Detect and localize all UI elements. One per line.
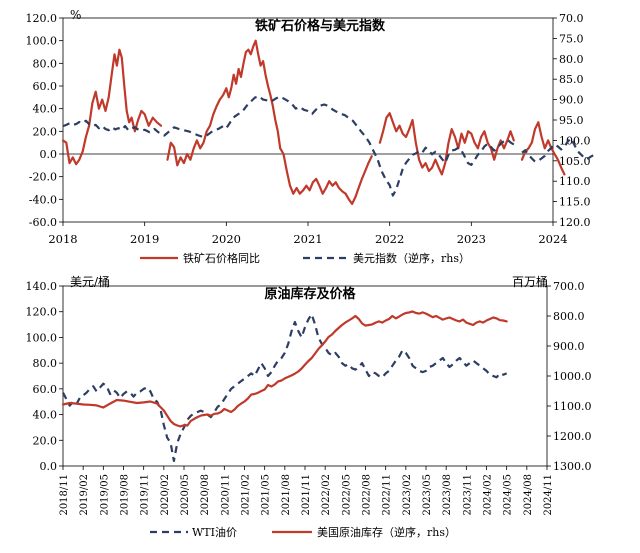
legend: WTI油价 美国原油库存（逆序，rhs） xyxy=(150,525,456,539)
y-left-tick-label: 40.0 xyxy=(33,103,58,116)
series-line-1-segment-1 xyxy=(521,137,595,163)
y-left-tick-label: 20.0 xyxy=(33,125,58,138)
chart-crude-inventory-price: 原油库存及价格 美元/桶 百万桶 140.0 120.0 100.0 80.0 60.0… xyxy=(26,274,592,539)
y-right-tick-label: 70.0 xyxy=(559,12,584,25)
x-tick-label: 2020/08 xyxy=(200,474,211,516)
plot-frame xyxy=(62,285,548,467)
x-tick-label: 2024/08 xyxy=(523,474,534,516)
x-tick-label: 2023/11 xyxy=(462,474,473,516)
y-right-tick-label: 800.0 xyxy=(553,310,585,323)
y-right-tick-label: 75.0 xyxy=(559,32,584,45)
y-right-tick-label: 900.0 xyxy=(553,340,585,353)
y-right-tick-label: 1100.0 xyxy=(553,400,592,413)
series-line-0-segment-2 xyxy=(378,112,515,176)
x-tick-label: 2024/11 xyxy=(543,474,554,516)
x-tick-label: 2021/11 xyxy=(301,474,312,516)
y-right-tick-label: 105.0 xyxy=(559,155,591,168)
y-left-tick-label: 120.0 xyxy=(26,306,58,319)
y-right-tick-label: 110.0 xyxy=(559,175,591,188)
y-right-tick-label: 85.0 xyxy=(559,73,584,86)
y-left-tick-label: 60.0 xyxy=(33,80,58,93)
series-line-0-segment-1 xyxy=(166,39,373,205)
x-tick-label: 2020/11 xyxy=(220,474,231,516)
x-tick-label: 2020/05 xyxy=(180,474,191,516)
x-tick-label: 2018/11 xyxy=(59,474,70,516)
y-left-tick-label: 40.0 xyxy=(33,409,58,422)
x-tick-label: 2024 xyxy=(538,232,567,246)
legend-item-us-inventory: 美国原油库存（逆序，rhs） xyxy=(272,525,456,539)
y-left-tick-label: 20.0 xyxy=(33,434,58,447)
plot-frame xyxy=(62,17,554,223)
y-right-tick-label: 1200.0 xyxy=(553,430,592,443)
x-tick-label: 2018 xyxy=(48,232,77,246)
y-right-tick-label: 1300.0 xyxy=(553,460,592,473)
x-tick-label: 2019/02 xyxy=(79,474,90,516)
x-tick-label: 2023/08 xyxy=(442,474,453,516)
right-axis-label: 百万桶 xyxy=(512,274,548,289)
x-tick-label: 2022/05 xyxy=(341,474,352,516)
plot-area: 120.0 100.0 80.0 60.0 40.0 20.0 0.0 -20.0 -40.0 -… xyxy=(26,12,595,246)
left-axis-label: 美元/桶 xyxy=(70,274,110,289)
legend-item-dollar-index: 美元指数（逆序，rhs） xyxy=(303,251,470,265)
legend-item-iron-ore: 铁矿石价格同比 xyxy=(140,251,260,265)
y-left-tick-label: -60.0 xyxy=(29,216,57,229)
y-right-tick-label: 80.0 xyxy=(559,53,584,66)
x-tick-label: 2024/05 xyxy=(503,474,514,516)
plot-area: 140.0 120.0 100.0 80.0 60.0 40.0 20.0 0.0 700.0 8… xyxy=(26,280,592,516)
legend-label: 铁矿石价格同比 xyxy=(183,251,260,265)
x-tick-label: 2021/08 xyxy=(281,474,292,516)
left-axis-label: % xyxy=(70,8,81,22)
y-left-tick-label: -40.0 xyxy=(29,193,57,206)
y-left-tick-label: 0.0 xyxy=(40,460,58,473)
x-tick-label: 2022/11 xyxy=(382,474,393,516)
y-right-tick-label: 95.0 xyxy=(559,114,584,127)
x-tick-label: 2019/08 xyxy=(120,474,131,516)
x-tick-label: 2021/05 xyxy=(261,474,272,516)
series-line-0-segment-0 xyxy=(62,313,508,462)
x-tick-label: 2023/02 xyxy=(402,474,413,516)
y-left-tick-label: 80.0 xyxy=(33,57,58,70)
x-tick-label: 2021/02 xyxy=(241,474,252,516)
x-tick-label: 2019 xyxy=(130,232,159,246)
y-right-tick-label: 115.0 xyxy=(559,196,591,209)
legend-item-wti: WTI油价 xyxy=(150,525,237,539)
legend: 铁矿石价格同比 美元指数（逆序，rhs） xyxy=(140,251,470,265)
x-tick-label: 2020 xyxy=(212,232,241,246)
series-line-1-segment-0 xyxy=(61,310,508,428)
chart-iron-ore-dollar-index: 铁矿石价格与美元指数 % 120.0 100.0 80.0 60.0 40.0 20.0 0… xyxy=(26,8,595,265)
y-left-tick-label: 60.0 xyxy=(33,383,58,396)
y-left-tick-label: -20.0 xyxy=(29,171,57,184)
y-right-tick-label: 700.0 xyxy=(553,280,585,293)
legend-label: 美元指数（逆序，rhs） xyxy=(353,251,470,265)
series-line-0-segment-0 xyxy=(61,48,163,166)
y-left-tick-label: 100.0 xyxy=(26,35,58,48)
y-left-tick-label: 100.0 xyxy=(26,331,58,344)
chart-title: 原油库存及价格 xyxy=(264,286,356,302)
y-right-tick-label: 1000.0 xyxy=(553,370,592,383)
x-tick-label: 2019/05 xyxy=(99,474,110,516)
legend-label: WTI油价 xyxy=(192,525,237,539)
series-line-0-segment-3 xyxy=(520,121,566,176)
x-tick-label: 2023/05 xyxy=(422,474,433,516)
y-left-tick-label: 120.0 xyxy=(26,12,58,25)
x-tick-label: 2022/02 xyxy=(321,474,332,516)
series-line-1-segment-0 xyxy=(62,95,515,197)
y-left-tick-label: 140.0 xyxy=(26,280,58,293)
legend-label: 美国原油库存（逆序，rhs） xyxy=(317,525,456,539)
y-right-tick-label: 120.0 xyxy=(559,216,591,229)
x-tick-label: 2022 xyxy=(375,232,404,246)
y-left-tick-label: 0.0 xyxy=(40,148,58,161)
x-tick-label: 2023 xyxy=(457,232,486,246)
y-right-tick-label: 90.0 xyxy=(559,94,584,107)
x-tick-label: 2020/02 xyxy=(160,474,171,516)
chart-title: 铁矿石价格与美元指数 xyxy=(254,18,386,34)
x-tick-label: 2024/02 xyxy=(483,474,494,516)
x-tick-label: 2019/11 xyxy=(140,474,151,516)
x-tick-label: 2022/08 xyxy=(362,474,373,516)
y-left-tick-label: 80.0 xyxy=(33,357,58,370)
x-tick-label: 2021 xyxy=(293,232,322,246)
